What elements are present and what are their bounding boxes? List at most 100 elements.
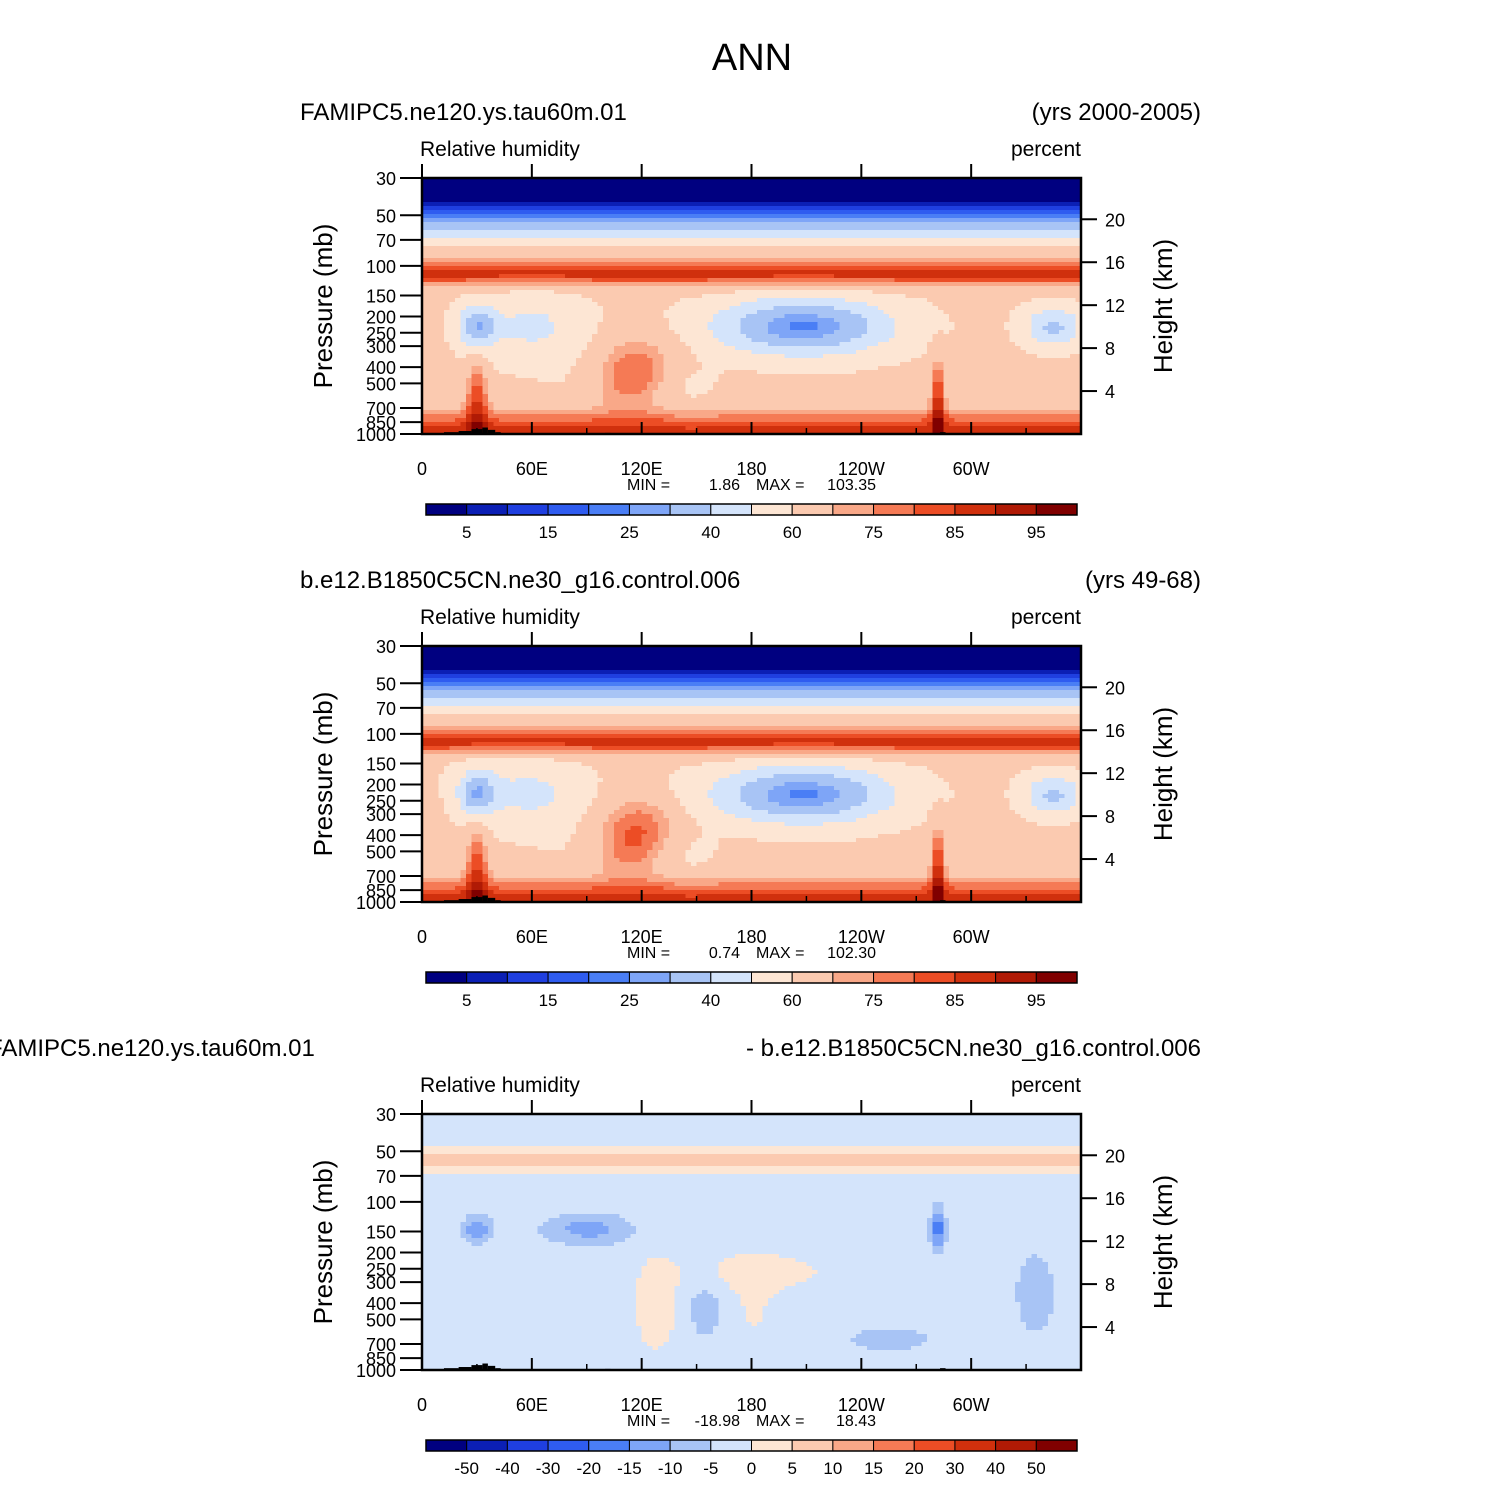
field-cell (938, 234, 944, 239)
field-cell (872, 198, 878, 203)
field-cell (861, 246, 867, 251)
field-cell (642, 278, 648, 283)
field-cell (719, 270, 725, 275)
field-cell (779, 190, 785, 195)
field-cell (614, 218, 620, 223)
field-cell (603, 198, 609, 203)
field-cell (784, 202, 790, 207)
field-cell (1032, 238, 1038, 243)
field-cell (960, 226, 966, 231)
field-cell (834, 186, 840, 191)
field-cell (1037, 298, 1043, 303)
field-cell (548, 198, 554, 203)
field-cell (466, 210, 472, 215)
field-cell (834, 254, 840, 259)
field-cell (839, 334, 845, 339)
field-cell (801, 334, 807, 339)
field-cell (658, 326, 664, 331)
field-cell (647, 186, 653, 191)
field-cell (916, 230, 922, 235)
field-cell (433, 326, 439, 331)
field-cell (515, 302, 521, 307)
field-cell (554, 202, 560, 207)
field-cell (834, 334, 840, 339)
field-cell (488, 318, 494, 323)
field-cell (625, 310, 631, 315)
field-cell (708, 250, 714, 255)
field-cell (554, 254, 560, 259)
field-cell (916, 250, 922, 255)
field-cell (834, 210, 840, 215)
field-cell (576, 198, 582, 203)
field-cell (675, 218, 681, 223)
field-cell (900, 190, 906, 195)
field-cell (427, 182, 433, 187)
field-cell (675, 262, 681, 267)
field-cell (1054, 242, 1060, 247)
field-cell (631, 270, 637, 275)
field-cell (773, 230, 779, 235)
field-cell (493, 298, 499, 303)
field-cell (559, 250, 565, 255)
field-cell (757, 198, 763, 203)
field-cell (499, 314, 505, 319)
field-cell (867, 266, 873, 271)
field-cell (1026, 230, 1032, 235)
field-cell (999, 310, 1005, 315)
field-cell (482, 318, 488, 323)
field-cell (719, 254, 725, 259)
field-cell (664, 222, 670, 227)
field-cell (433, 318, 439, 323)
field-cell (449, 242, 455, 247)
field-cell (894, 250, 900, 255)
field-cell (933, 238, 939, 243)
field-cell (697, 186, 703, 191)
field-cell (779, 210, 785, 215)
field-cell (658, 230, 664, 235)
field-cell (867, 222, 873, 227)
field-cell (598, 342, 604, 347)
field-cell (532, 270, 538, 275)
field-cell (878, 202, 884, 207)
field-cell (460, 330, 466, 335)
field-cell (828, 182, 834, 187)
field-cell (993, 246, 999, 251)
field-cell (565, 266, 571, 271)
field-cell (795, 206, 801, 211)
field-cell (944, 254, 950, 259)
field-cell (559, 302, 565, 307)
field-cell (757, 266, 763, 271)
field-cell (603, 338, 609, 343)
field-cell (724, 274, 730, 279)
field-cell (966, 182, 972, 187)
field-cell (691, 286, 697, 291)
field-cell (735, 202, 741, 207)
field-cell (691, 190, 697, 195)
field-cell (861, 186, 867, 191)
panels-group: FAMIPC5.ne120.ys.tau60m.01 (yrs 2000-2005… (0, 99, 1201, 1478)
field-cell (982, 230, 988, 235)
field-cell (565, 262, 571, 267)
field-cell (609, 302, 615, 307)
field-cell (488, 230, 494, 235)
field-cell (576, 330, 582, 335)
field-cell (466, 190, 472, 195)
field-cell (433, 334, 439, 339)
field-cell (1037, 230, 1043, 235)
field-cell (790, 290, 796, 295)
field-cell (746, 278, 752, 283)
field-cell (894, 282, 900, 287)
field-cell (477, 318, 483, 323)
field-cell (889, 310, 895, 315)
field-cell (708, 278, 714, 283)
field-cell (515, 198, 521, 203)
field-cell (922, 214, 928, 219)
field-cell (867, 298, 873, 303)
field-cell (1010, 258, 1016, 263)
field-cell (697, 314, 703, 319)
field-cell (504, 282, 510, 287)
field-cell (543, 254, 549, 259)
field-cell (933, 334, 939, 339)
field-cell (675, 290, 681, 295)
field-cell (955, 290, 961, 295)
